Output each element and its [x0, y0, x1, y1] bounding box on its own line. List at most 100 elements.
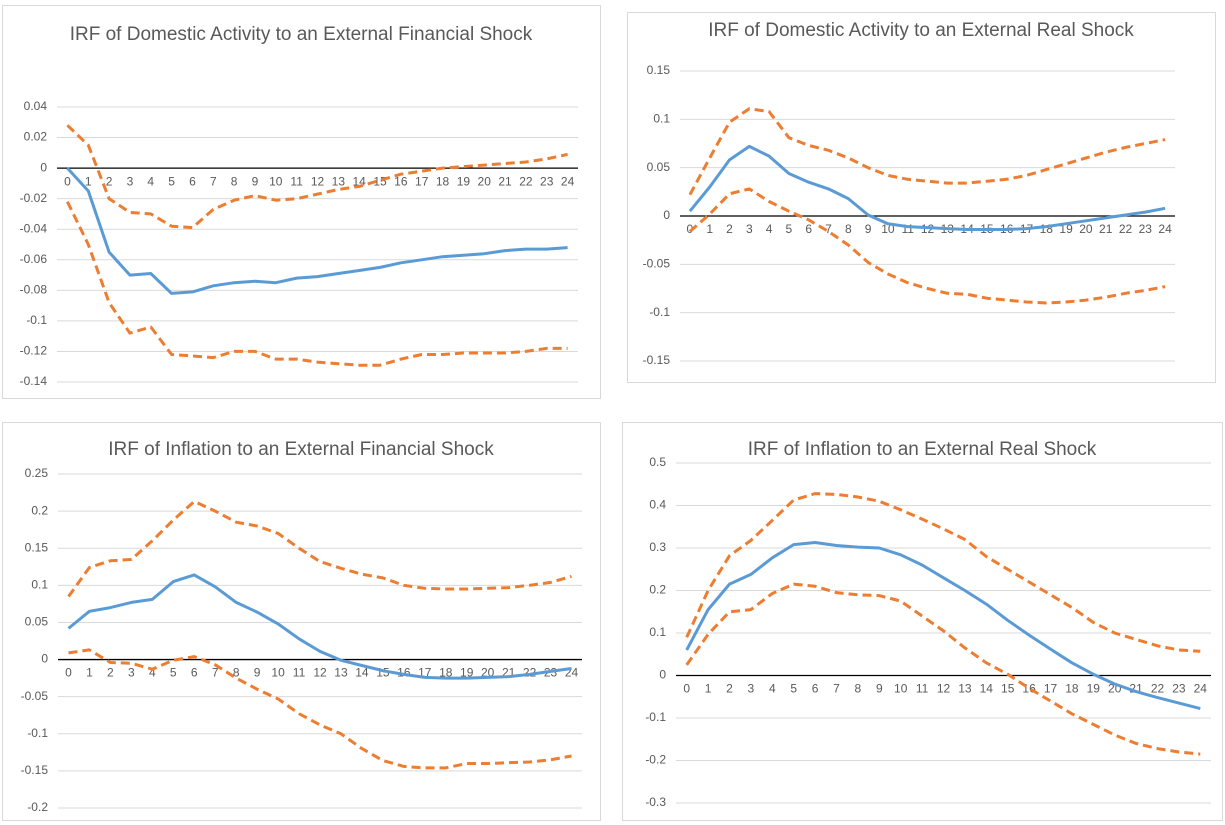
x-tick-label: 0 — [65, 666, 72, 680]
x-tick-label: 12 — [937, 682, 951, 696]
x-tick-label: 3 — [748, 682, 755, 696]
x-tick-label: 5 — [170, 666, 177, 680]
y-tick-label: -0.15 — [643, 353, 671, 367]
x-tick-label: 18 — [439, 666, 453, 680]
series-line — [67, 573, 572, 680]
x-tick-label: 8 — [845, 222, 852, 236]
x-tick-label: 9 — [865, 222, 872, 236]
chart-frame — [622, 422, 1223, 821]
y-tick-label: 0 — [41, 652, 48, 666]
x-tick-label: 11 — [901, 222, 914, 236]
x-tick-label: 23 — [1139, 222, 1153, 236]
y-tick-label: 0.05 — [25, 615, 49, 629]
y-tick-label: -0.14 — [20, 374, 48, 388]
x-tick-label: 20 — [1079, 222, 1093, 236]
x-tick-label: 16 — [394, 174, 408, 188]
series-line — [685, 492, 1201, 653]
x-tick-label: 10 — [269, 174, 283, 188]
y-tick-label: -0.15 — [21, 763, 49, 777]
y-tick-label: 0.1 — [653, 112, 670, 126]
x-tick-label: 7 — [210, 174, 217, 188]
x-tick-label: 2 — [726, 222, 733, 236]
x-tick-label: 13 — [958, 682, 972, 696]
series-line — [688, 107, 1166, 196]
x-tick-label: 0 — [687, 222, 694, 236]
x-tick-label: 24 — [1194, 682, 1208, 696]
y-tick-label: -0.02 — [20, 191, 48, 205]
x-tick-label: 17 — [415, 174, 429, 188]
series-line — [67, 500, 572, 598]
x-tick-label: 18 — [1065, 682, 1079, 696]
x-tick-label: 1 — [86, 666, 93, 680]
x-tick-label: 0 — [64, 174, 71, 188]
y-tick-label: -0.05 — [643, 257, 671, 271]
series-line — [66, 201, 568, 367]
title-line: IRF of Domestic Activity to an External … — [70, 24, 533, 45]
x-tick-label: 9 — [876, 682, 883, 696]
chart-frame — [2, 422, 601, 821]
chart-frame — [2, 5, 601, 399]
chart-title: IRF of Inflation to an External Real Sho… — [748, 439, 1097, 460]
x-tick-label: 10 — [271, 666, 285, 680]
y-tick-label: 0.04 — [24, 99, 48, 113]
series-line — [66, 124, 568, 230]
x-tick-label: 9 — [254, 666, 261, 680]
x-tick-label: 17 — [1044, 682, 1058, 696]
x-tick-label: 11 — [916, 682, 929, 696]
x-tick-label: 0 — [683, 682, 690, 696]
title-line: IRF of Inflation to an External Real Sho… — [748, 439, 1097, 460]
y-tick-label: -0.08 — [20, 283, 48, 297]
x-tick-label: 6 — [191, 666, 198, 680]
x-tick-label: 20 — [478, 174, 492, 188]
x-tick-label: 7 — [212, 666, 219, 680]
x-tick-label: 3 — [128, 666, 135, 680]
x-tick-label: 4 — [766, 222, 773, 236]
x-tick-label: 3 — [746, 222, 753, 236]
y-tick-label: 0.05 — [647, 160, 671, 174]
y-tick-label: 0.25 — [25, 466, 49, 480]
x-tick-label: 15 — [1001, 682, 1015, 696]
x-tick-label: 1 — [705, 682, 712, 696]
title-line: IRF of Inflation to an External Financia… — [108, 439, 494, 460]
x-tick-label: 11 — [293, 666, 306, 680]
y-tick-label: 0 — [663, 208, 670, 222]
x-tick-label: 8 — [231, 174, 238, 188]
y-tick-label: 0.2 — [31, 503, 48, 517]
x-tick-label: 9 — [252, 174, 259, 188]
y-tick-label: 0.1 — [31, 578, 48, 592]
y-tick-label: -0.3 — [645, 795, 666, 809]
x-tick-label: 12 — [311, 174, 325, 188]
x-tick-label: 21 — [1099, 222, 1113, 236]
x-tick-label: 11 — [290, 174, 303, 188]
y-tick-label: 0 — [659, 668, 666, 682]
x-tick-label: 18 — [1040, 222, 1054, 236]
x-tick-label: 1 — [706, 222, 713, 236]
x-tick-label: 4 — [149, 666, 156, 680]
series-line — [66, 167, 568, 295]
y-tick-label: 0.5 — [649, 455, 666, 469]
x-tick-label: 5 — [786, 222, 793, 236]
x-tick-label: 19 — [460, 666, 474, 680]
x-tick-label: 2 — [106, 174, 113, 188]
y-tick-label: 0.3 — [649, 540, 666, 554]
y-tick-label: -0.1 — [26, 313, 47, 327]
y-tick-label: 0.15 — [25, 540, 49, 554]
y-tick-label: -0.06 — [20, 252, 48, 266]
x-tick-label: 6 — [189, 174, 196, 188]
x-tick-label: 23 — [1172, 682, 1186, 696]
y-tick-label: -0.12 — [20, 344, 48, 358]
chart-title: IRF of Domestic Activity to an External … — [708, 20, 1134, 41]
series-line — [685, 582, 1201, 756]
y-tick-label: 0 — [40, 160, 47, 174]
series-line — [68, 648, 572, 770]
series-line — [688, 144, 1166, 231]
x-tick-label: 21 — [498, 174, 512, 188]
x-tick-label: 4 — [769, 682, 776, 696]
y-tick-label: 0.1 — [649, 625, 666, 639]
x-tick-label: 22 — [1151, 682, 1165, 696]
x-tick-label: 5 — [168, 174, 175, 188]
x-tick-label: 4 — [147, 174, 154, 188]
y-tick-label: -0.2 — [27, 800, 48, 814]
x-tick-label: 7 — [825, 222, 832, 236]
